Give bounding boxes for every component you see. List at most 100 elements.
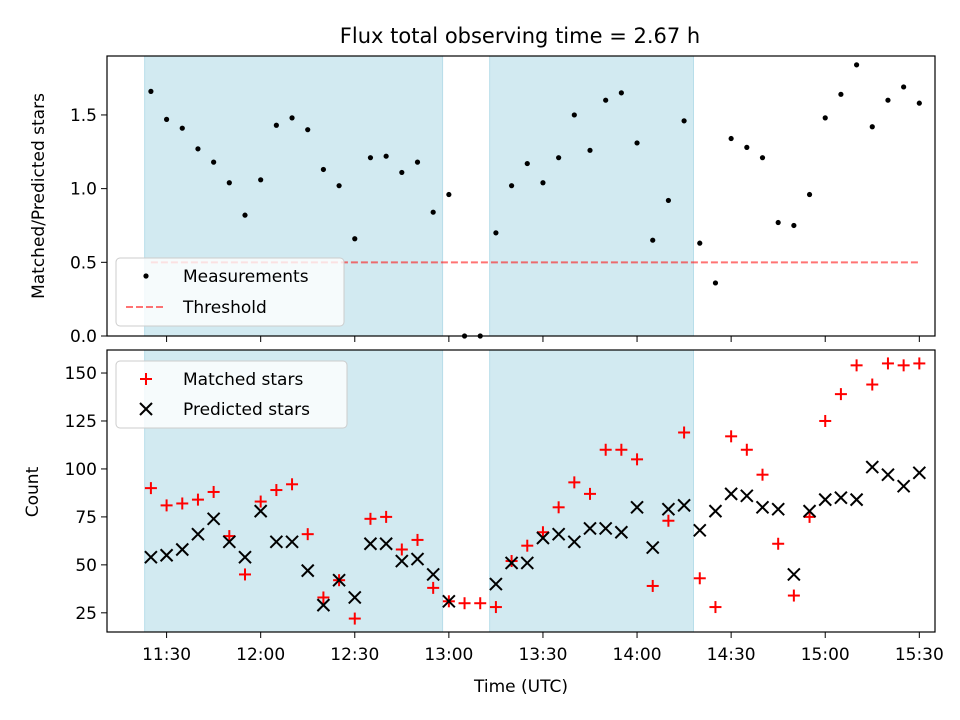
bottom-xtick-label: 15:00 xyxy=(801,645,850,665)
top-ytick-label: 0.0 xyxy=(70,327,97,347)
predicted-star-point xyxy=(677,498,691,513)
predicted-star-point xyxy=(206,512,221,526)
measurement-point xyxy=(414,159,421,165)
matched-star-point xyxy=(646,579,659,592)
measurement-point xyxy=(148,88,154,94)
matched-star-point xyxy=(662,514,675,527)
matched-star-point xyxy=(615,443,628,456)
bot-ytick-label: 100 xyxy=(65,460,97,480)
predicted-star-point xyxy=(442,594,456,609)
matched-star-point xyxy=(803,510,816,523)
matched-star-point xyxy=(599,443,612,456)
matched-star-point xyxy=(536,526,549,539)
predicted-star-point xyxy=(646,540,660,555)
matched-star-point xyxy=(144,482,157,495)
bottom-y-axis-label: Count xyxy=(23,466,43,517)
measurement-point xyxy=(697,240,703,246)
legend-predicted-label: Predicted stars xyxy=(183,400,310,420)
matched-star-point xyxy=(411,533,424,546)
bottom-xtick-label: 12:30 xyxy=(330,645,379,665)
measurement-point xyxy=(399,169,405,176)
legend-measurements-marker xyxy=(143,273,149,279)
measurement-point xyxy=(461,333,468,339)
predicted-star-point xyxy=(520,556,534,570)
measurement-point xyxy=(571,112,577,118)
measurement-point xyxy=(759,155,766,161)
matched-star-point xyxy=(709,601,722,614)
measurement-point xyxy=(258,177,264,183)
matched-star-point xyxy=(191,493,204,506)
predicted-star-point xyxy=(426,567,440,582)
matched-star-point xyxy=(317,591,330,604)
measurement-point xyxy=(618,90,624,96)
measurement-point xyxy=(603,97,609,103)
predicted-star-point xyxy=(865,460,879,474)
predicted-star-point xyxy=(348,590,362,605)
measurement-point xyxy=(744,144,750,150)
predicted-star-point xyxy=(802,504,817,518)
measurement-point xyxy=(336,183,342,189)
measurement-point xyxy=(163,116,170,122)
top-y-axis-label: Matched/Predicted stars xyxy=(29,93,49,299)
predicted-star-point xyxy=(630,500,644,515)
predicted-star-point xyxy=(285,535,299,549)
matched-star-point xyxy=(458,597,471,610)
bottom-x-axis-label: Time (UTC) xyxy=(473,677,568,697)
measurement-point xyxy=(587,147,593,153)
measurement-point xyxy=(226,180,232,186)
bot-shaded-span-2 xyxy=(489,349,694,633)
bottom-panel: 25 50 75 100 125 150 11:30 12:00 12:30 13:00 13:3… xyxy=(23,349,944,697)
measurement-point xyxy=(446,191,452,198)
bottom-xtick-label: 11:30 xyxy=(142,645,191,665)
bottom-legend-box xyxy=(115,360,348,429)
top-ytick-label: 1.5 xyxy=(70,106,97,126)
measurement-point xyxy=(869,124,875,130)
predicted-star-point xyxy=(551,527,566,541)
measurement-point xyxy=(901,84,907,90)
matched-star-point xyxy=(364,512,377,525)
measurement-point xyxy=(367,155,374,161)
matched-star-point xyxy=(740,443,753,456)
predicted-star-point xyxy=(708,504,723,518)
matched-star-point xyxy=(693,572,706,585)
top-ytick-label: 1.0 xyxy=(70,180,97,200)
measurement-point xyxy=(791,222,797,229)
matched-star-point xyxy=(678,426,691,439)
predicted-star-point xyxy=(693,523,707,538)
bottom-xtick-label: 13:30 xyxy=(518,645,567,665)
measurement-point xyxy=(806,191,813,198)
predicted-star-point xyxy=(536,531,550,545)
matched-star-point xyxy=(301,528,314,541)
measurement-point xyxy=(634,140,640,146)
predicted-star-point xyxy=(363,537,378,551)
bottom-xtick-label: 14:00 xyxy=(613,645,662,665)
predicted-star-point xyxy=(724,487,738,501)
top-panel: 0.0 0.5 1.0 1.5 Matched/Predicted stars Mea… xyxy=(29,55,936,347)
predicted-star-point xyxy=(253,504,268,518)
top-legend: Measurements Threshold xyxy=(115,257,345,327)
matched-star-point xyxy=(270,484,283,497)
measurement-point xyxy=(681,118,687,124)
predicted-star-point xyxy=(222,535,237,549)
predicted-star-point xyxy=(410,552,425,566)
measurement-point xyxy=(885,97,891,103)
legend-matched-marker xyxy=(140,373,152,385)
bottom-plot-frame xyxy=(106,349,936,633)
measurement-point xyxy=(775,219,781,226)
measurement-point xyxy=(712,280,719,286)
predicted-star-point xyxy=(238,550,252,564)
matched-star-point xyxy=(489,601,502,614)
predicted-star-point xyxy=(818,492,832,507)
measurement-point xyxy=(289,115,295,121)
predicted-star-point xyxy=(740,489,754,503)
legend-matched-label: Matched stars xyxy=(183,370,303,390)
measurement-point xyxy=(524,160,530,167)
predicted-star-point xyxy=(269,535,284,549)
matched-star-point xyxy=(207,485,220,498)
predicted-star-point xyxy=(896,479,911,493)
predicted-star-point xyxy=(395,554,409,568)
predicted-star-point xyxy=(191,527,205,541)
matched-star-point xyxy=(474,597,487,610)
predicted-star-point xyxy=(504,556,519,570)
